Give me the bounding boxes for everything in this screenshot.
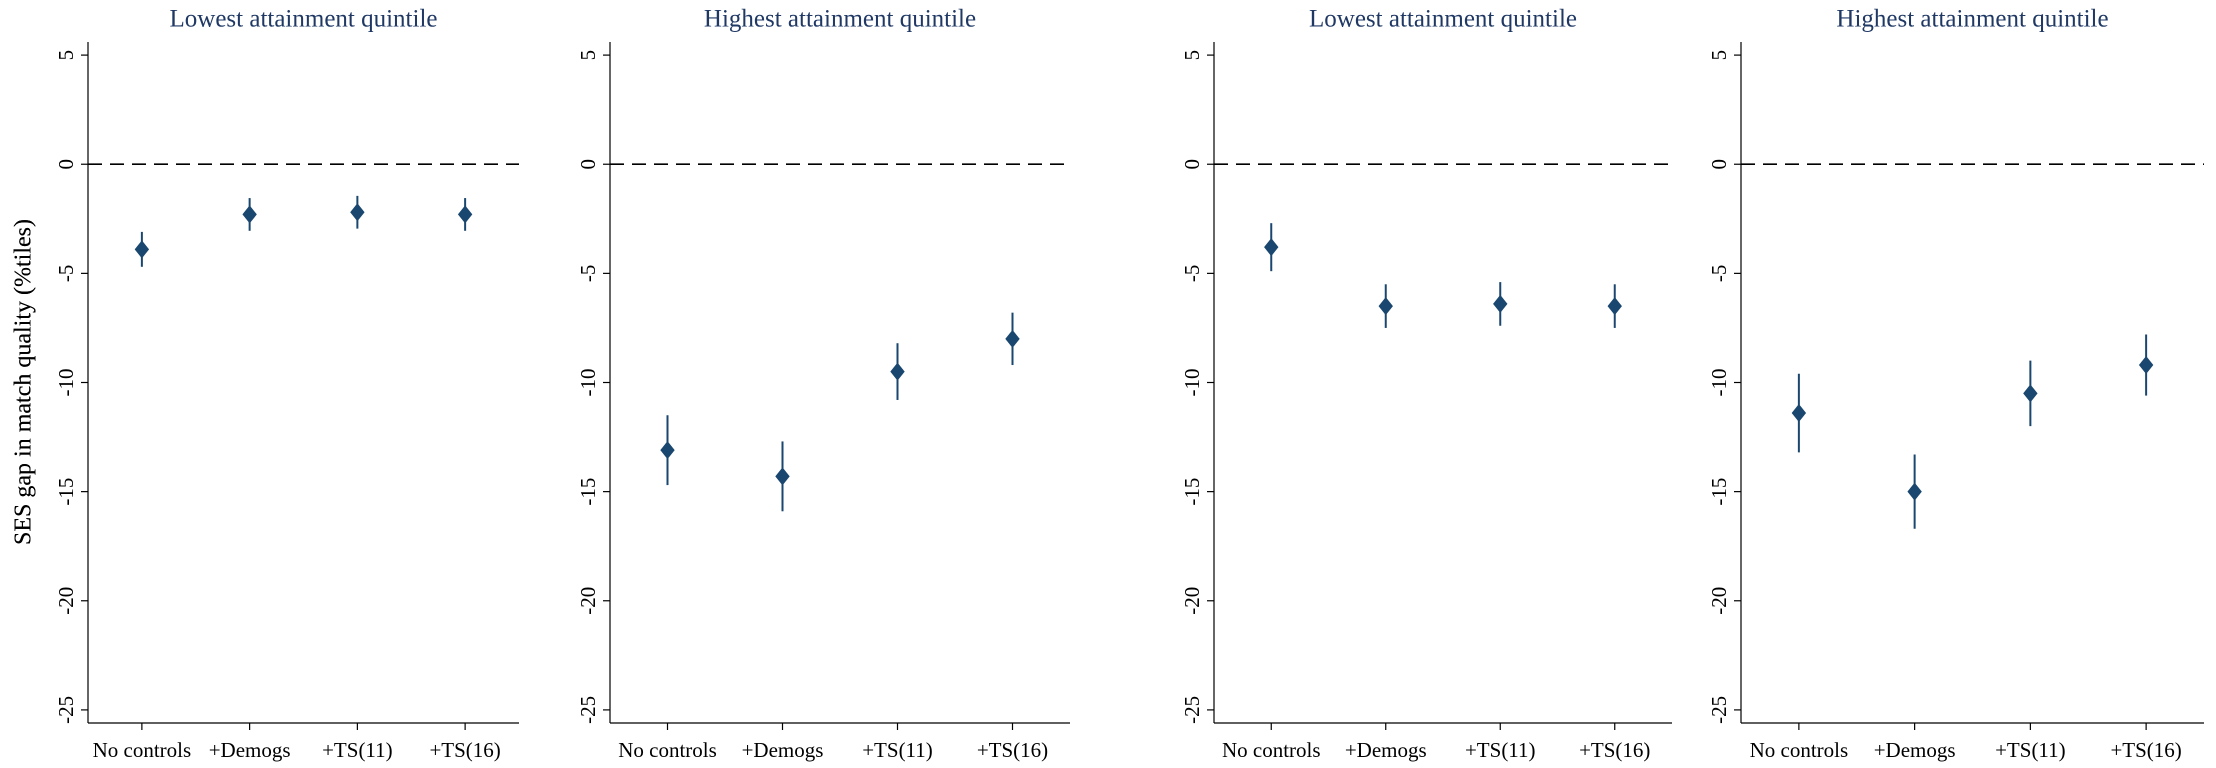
point-marker (457, 205, 473, 224)
x-tick-label: +TS(11) (862, 738, 933, 762)
point-marker (350, 203, 365, 222)
point-marker (2138, 356, 2154, 375)
y-tick-label: -25 (1707, 696, 1731, 724)
point-marker (1791, 404, 1807, 423)
x-tick-label: +TS(11) (1465, 738, 1536, 762)
y-tick-label: 0 (54, 159, 78, 170)
panel-title: Highest attainment quintile (704, 6, 976, 33)
y-tick-label: -15 (54, 478, 78, 506)
point-marker (660, 441, 675, 460)
y-tick-label: -15 (1707, 478, 1731, 506)
point-marker (2023, 384, 2038, 403)
x-tick-label: No controls (1750, 738, 1849, 762)
point-marker (1907, 482, 1922, 501)
y-tick-label: 5 (54, 50, 78, 61)
y-tick-label: 0 (1180, 159, 1204, 170)
point-marker (1264, 238, 1279, 257)
y-tick-label: 5 (1180, 50, 1204, 61)
x-tick-label: +Demogs (209, 738, 291, 762)
y-tick-label: -10 (1707, 369, 1731, 397)
y-tick-label: -10 (54, 369, 78, 397)
y-tick-label: -5 (1180, 265, 1204, 283)
y-tick-label: -20 (1707, 587, 1731, 615)
y-tick-label: -10 (1180, 369, 1204, 397)
x-tick-label: No controls (618, 738, 717, 762)
y-tick-label: -15 (576, 478, 600, 506)
x-tick-label: +Demogs (1874, 738, 1956, 762)
x-tick-label: +TS(16) (2110, 738, 2181, 762)
point-marker (134, 240, 150, 259)
x-tick-label: +Demogs (742, 738, 824, 762)
x-tick-label: +TS(16) (977, 738, 1048, 762)
point-marker (242, 205, 257, 224)
x-tick-label: +Demogs (1345, 738, 1427, 762)
y-tick-label: 0 (1707, 159, 1731, 170)
y-tick-label: -5 (576, 265, 600, 283)
y-tick-label: -25 (576, 696, 600, 724)
y-tick-label: -15 (1180, 478, 1204, 506)
point-marker (890, 362, 905, 381)
point-marker (1607, 297, 1622, 316)
x-tick-label: +TS(16) (429, 738, 500, 762)
x-tick-label: +TS(11) (322, 738, 393, 762)
panel-title: Lowest attainment quintile (170, 6, 438, 33)
x-tick-label: No controls (93, 738, 192, 762)
y-tick-label: 5 (1707, 50, 1731, 61)
x-tick-label: +TS(16) (1579, 738, 1650, 762)
x-tick-label: +TS(11) (1995, 738, 2066, 762)
point-marker (1378, 297, 1393, 316)
panel-title: Lowest attainment quintile (1309, 6, 1577, 33)
point-marker (1005, 329, 1020, 348)
y-tick-label: -20 (54, 587, 78, 615)
y-tick-label: -20 (576, 587, 600, 615)
y-tick-label: -25 (1180, 696, 1204, 724)
y-axis-label: SES gap in match quality (%tiles) (11, 219, 37, 545)
y-tick-label: -5 (1707, 265, 1731, 283)
x-tick-label: No controls (1222, 738, 1321, 762)
panel-title: Highest attainment quintile (1836, 6, 2108, 33)
y-tick-label: -10 (576, 369, 600, 397)
point-marker (1493, 294, 1508, 313)
y-tick-label: -20 (1180, 587, 1204, 615)
y-tick-label: -25 (54, 696, 78, 724)
y-tick-label: -5 (54, 265, 78, 283)
y-tick-label: 0 (576, 159, 600, 170)
point-marker (775, 467, 790, 486)
y-tick-label: 5 (576, 50, 600, 61)
y-axis-label: SES gap in match quality (%tiles) (11, 219, 37, 545)
